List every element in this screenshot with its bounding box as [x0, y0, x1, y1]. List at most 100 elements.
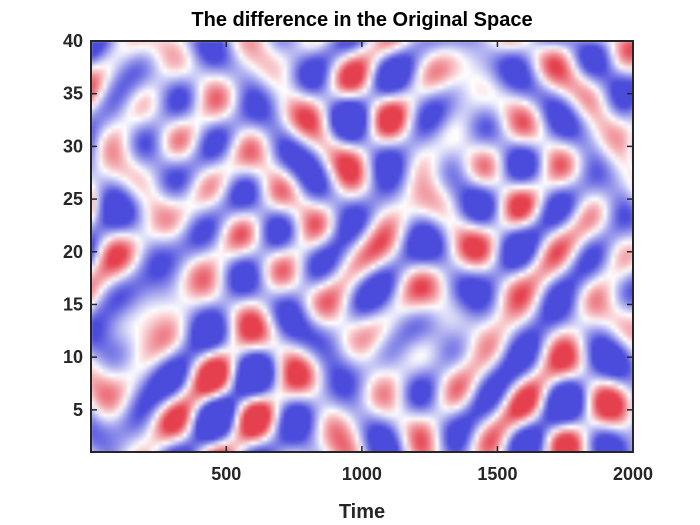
- heatmap-cell: [119, 141, 124, 146]
- heatmap-cell: [259, 141, 264, 146]
- heatmap-cell: [499, 157, 504, 162]
- heatmap-cell: [271, 181, 276, 186]
- heatmap-cell: [251, 173, 256, 178]
- heatmap-cell: [511, 57, 516, 62]
- heatmap-cell: [351, 153, 356, 158]
- heatmap-cell: [99, 97, 104, 102]
- heatmap-cell: [435, 117, 440, 122]
- heatmap-cell: [495, 57, 500, 62]
- heatmap-cell: [207, 181, 212, 186]
- heatmap-cell: [407, 93, 412, 98]
- heatmap-cell: [599, 149, 604, 154]
- heatmap-cell: [551, 153, 556, 158]
- heatmap-cell: [315, 41, 320, 46]
- heatmap-cell: [291, 97, 296, 102]
- heatmap-cell: [531, 85, 536, 90]
- heatmap-cell: [331, 61, 336, 66]
- heatmap-cell: [347, 133, 352, 138]
- heatmap-cell: [159, 133, 164, 138]
- heatmap-cell: [211, 137, 216, 142]
- heatmap-cell: [591, 157, 596, 162]
- heatmap-cell: [515, 77, 520, 82]
- heatmap-cell: [267, 157, 272, 162]
- heatmap-cell: [479, 89, 484, 94]
- heatmap-cell: [143, 45, 148, 50]
- heatmap-cell: [515, 109, 520, 114]
- heatmap-cell: [475, 61, 480, 66]
- heatmap-cell: [611, 77, 616, 82]
- heatmap-cell: [531, 105, 536, 110]
- heatmap-cell: [451, 45, 456, 50]
- heatmap-cell: [367, 161, 372, 166]
- heatmap-cell: [555, 65, 560, 70]
- heatmap-cell: [611, 141, 616, 146]
- heatmap-cell: [407, 57, 412, 62]
- heatmap-cell: [99, 157, 104, 162]
- heatmap-cell: [311, 53, 316, 58]
- heatmap-cell: [187, 129, 192, 134]
- heatmap-cell: [359, 101, 364, 106]
- heatmap-cell: [623, 169, 628, 174]
- heatmap-cell: [347, 61, 352, 66]
- heatmap-cell: [235, 85, 240, 90]
- heatmap-cell: [595, 97, 600, 102]
- heatmap-cell: [559, 121, 564, 126]
- heatmap-cell: [99, 121, 104, 126]
- heatmap-cell: [499, 101, 504, 106]
- heatmap-cell: [187, 113, 192, 118]
- heatmap-cell: [243, 125, 248, 130]
- heatmap-cell: [607, 89, 612, 94]
- heatmap-cell: [515, 93, 520, 98]
- heatmap-cell: [595, 57, 600, 62]
- heatmap-cell: [367, 141, 372, 146]
- heatmap-cell: [535, 125, 540, 130]
- heatmap-cell: [215, 157, 220, 162]
- heatmap-cell: [555, 149, 560, 154]
- heatmap-cell: [423, 85, 428, 90]
- heatmap-cell: [379, 173, 384, 178]
- heatmap-cell: [387, 185, 392, 190]
- heatmap-cell: [363, 109, 368, 114]
- heatmap-cell: [111, 53, 116, 58]
- heatmap-cell: [599, 65, 604, 70]
- heatmap-cell: [247, 157, 252, 162]
- heatmap-cell: [547, 49, 552, 54]
- heatmap-cell: [479, 73, 484, 78]
- heatmap-cell: [307, 169, 312, 174]
- heatmap-cell: [411, 45, 416, 50]
- heatmap-cell: [167, 93, 172, 98]
- heatmap-cell: [427, 129, 432, 134]
- heatmap-cell: [299, 113, 304, 118]
- heatmap-cell: [283, 173, 288, 178]
- heatmap-cell: [171, 41, 176, 46]
- heatmap-cell: [183, 57, 188, 62]
- heatmap-cell: [535, 85, 540, 90]
- heatmap-cell: [615, 137, 620, 142]
- heatmap-cell: [299, 85, 304, 90]
- heatmap-cell: [595, 65, 600, 70]
- heatmap-cell: [419, 69, 424, 74]
- heatmap-cell: [547, 97, 552, 102]
- heatmap-cell: [387, 141, 392, 146]
- heatmap-cell: [391, 97, 396, 102]
- heatmap-cell: [115, 105, 120, 110]
- heatmap-cell: [551, 181, 556, 186]
- heatmap-cell: [291, 69, 296, 74]
- heatmap-cell: [507, 153, 512, 158]
- heatmap-cell: [511, 133, 516, 138]
- heatmap-cell: [211, 53, 216, 58]
- heatmap-cell: [311, 161, 316, 166]
- heatmap-cell: [563, 77, 568, 82]
- heatmap-cell: [583, 117, 588, 122]
- heatmap-cell: [463, 109, 468, 114]
- heatmap-cell: [291, 149, 296, 154]
- heatmap-cell: [415, 133, 420, 138]
- heatmap-cell: [395, 49, 400, 54]
- heatmap-cell: [571, 93, 576, 98]
- heatmap-cell: [339, 105, 344, 110]
- heatmap-cell: [427, 121, 432, 126]
- heatmap-cell: [607, 161, 612, 166]
- heatmap-cell: [339, 89, 344, 94]
- heatmap-cell: [167, 53, 172, 58]
- heatmap-cell: [363, 113, 368, 118]
